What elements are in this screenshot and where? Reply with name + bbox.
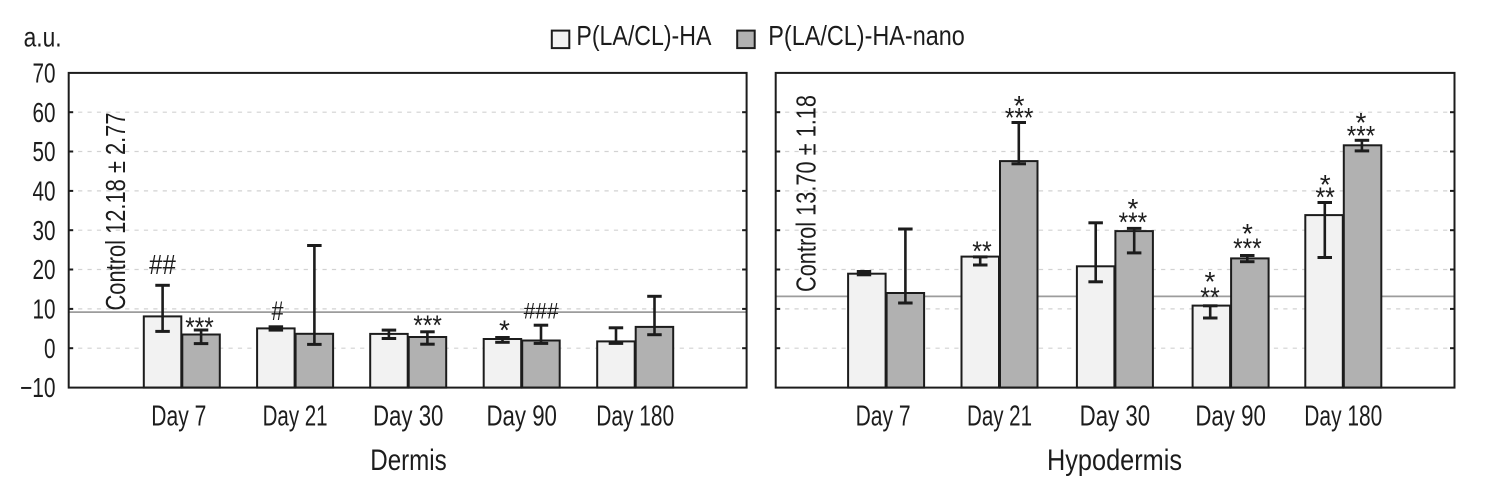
- svg-text:***: ***: [185, 311, 214, 342]
- svg-text:*: *: [499, 314, 510, 345]
- svg-text:***: ***: [1119, 206, 1148, 237]
- svg-text:***: ***: [1233, 233, 1262, 264]
- svg-text:70: 70: [33, 58, 56, 89]
- svg-text:50: 50: [33, 136, 56, 167]
- svg-text:a.u.: a.u.: [24, 21, 62, 52]
- svg-text:Day 30: Day 30: [1080, 400, 1151, 432]
- svg-text:Day 30: Day 30: [373, 400, 444, 432]
- svg-text:*: *: [1127, 193, 1138, 224]
- svg-text:60: 60: [33, 97, 56, 128]
- svg-text:***: ***: [413, 310, 442, 341]
- svg-text:Day 7: Day 7: [151, 400, 206, 432]
- svg-text:Day 180: Day 180: [1304, 400, 1382, 432]
- svg-text:***: ***: [1347, 120, 1376, 151]
- svg-text:40: 40: [33, 176, 56, 207]
- svg-text:Day 90: Day 90: [1195, 400, 1266, 432]
- svg-text:Hypodermis: Hypodermis: [1047, 444, 1182, 477]
- svg-text:20: 20: [33, 254, 56, 285]
- svg-text:0: 0: [44, 333, 56, 364]
- svg-text:Day 21: Day 21: [967, 400, 1032, 432]
- svg-text:Day 90: Day 90: [486, 400, 557, 432]
- svg-text:Dermis: Dermis: [370, 444, 447, 477]
- svg-text:*: *: [1320, 169, 1331, 200]
- svg-text:*: *: [1014, 90, 1025, 121]
- svg-text:*: *: [1356, 107, 1367, 138]
- svg-text:*: *: [1205, 266, 1216, 297]
- svg-text:Day 21: Day 21: [263, 400, 328, 432]
- svg-text:##: ##: [149, 251, 176, 281]
- svg-text:30: 30: [33, 215, 56, 246]
- svg-text:10: 10: [33, 294, 56, 325]
- svg-text:−10: −10: [20, 372, 56, 403]
- svg-text:P(LA/CL)-HA: P(LA/CL)-HA: [576, 20, 711, 51]
- svg-text:***: ***: [1005, 102, 1034, 133]
- svg-text:###: ###: [524, 298, 559, 324]
- svg-text:**: **: [1315, 182, 1335, 213]
- svg-text:Control 12.18 ± 2.77: Control 12.18 ± 2.77: [100, 113, 131, 311]
- svg-text:**: **: [1200, 281, 1220, 312]
- svg-text:Day 7: Day 7: [856, 400, 911, 432]
- svg-text:**: **: [972, 236, 992, 267]
- svg-text:Day 180: Day 180: [596, 400, 674, 432]
- svg-text:P(LA/CL)-HA-nano: P(LA/CL)-HA-nano: [768, 20, 965, 51]
- svg-text:#: #: [271, 297, 284, 327]
- svg-text:Control 13.70 ± 1.18: Control 13.70 ± 1.18: [791, 95, 822, 292]
- svg-text:*: *: [1242, 218, 1253, 249]
